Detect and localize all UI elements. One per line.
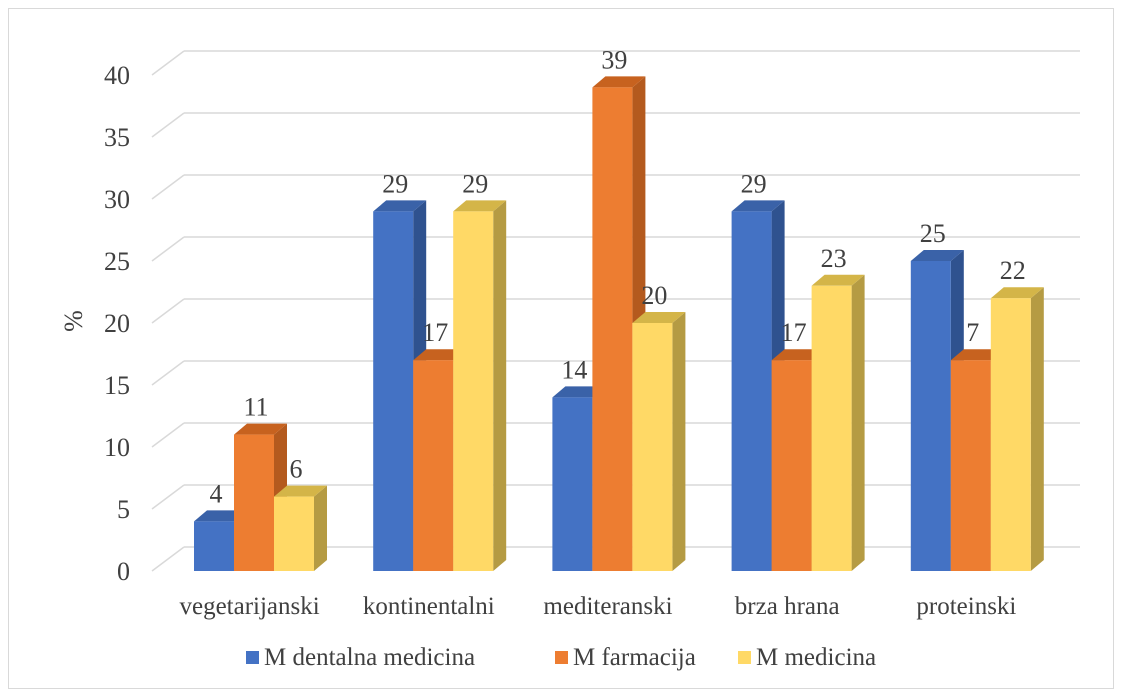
bar-side [1030, 287, 1044, 571]
bar [990, 298, 1031, 571]
y-tick-label: 0 [117, 557, 130, 586]
gridline-depth [151, 484, 185, 510]
x-tick-label: mediteranski [543, 593, 672, 620]
legend-swatch [738, 651, 751, 664]
bar-top [950, 349, 1004, 361]
x-tick-label: vegetarijanski [179, 593, 319, 620]
legend-swatch [246, 651, 259, 664]
y-tick-label: 25 [104, 247, 130, 276]
y-tick-label: 10 [104, 433, 130, 462]
y-tick-label: 15 [104, 371, 130, 400]
bar-top [731, 200, 785, 212]
legend-label: M medicina [756, 644, 876, 671]
bar [910, 261, 951, 571]
bar [552, 397, 593, 571]
data-label: 7 [966, 318, 979, 347]
bar-top [234, 423, 287, 435]
bar-top [592, 76, 646, 88]
bar-top [373, 200, 427, 212]
data-label: 4 [210, 479, 223, 508]
data-label: 14 [561, 355, 587, 384]
bar-side [493, 200, 507, 571]
legend-label: M farmacija [573, 644, 696, 671]
bar-side [314, 485, 327, 571]
bar [771, 360, 812, 571]
data-label: 17 [781, 318, 807, 347]
gridline-depth [151, 360, 185, 386]
data-label: 6 [290, 455, 303, 484]
gridline-depth [151, 236, 185, 262]
data-label: 23 [821, 244, 847, 273]
x-tick-label: proteinski [916, 593, 1016, 620]
gridline-depth [151, 546, 185, 572]
bar [453, 211, 494, 571]
bar-top [990, 287, 1044, 299]
legend-label: M dentalna medicina [264, 644, 475, 671]
bar [731, 211, 772, 571]
data-label: 29 [741, 169, 767, 198]
y-tick-label: 30 [104, 185, 130, 214]
bar [373, 211, 414, 571]
data-label: 17 [422, 318, 448, 347]
x-tick-label: kontinentalni [363, 593, 495, 620]
data-label: 29 [462, 169, 488, 198]
bar [632, 323, 673, 571]
y-tick-label: 35 [104, 123, 130, 152]
bar-top [274, 485, 327, 497]
gridline-depth [151, 50, 185, 76]
x-tick-label: brza hrana [735, 593, 840, 620]
bar-top [552, 386, 606, 398]
bar [413, 360, 454, 571]
bar-top [632, 312, 686, 323]
y-tick-label: 5 [117, 495, 130, 524]
bar [592, 87, 633, 572]
data-label: 22 [1000, 256, 1026, 285]
bar [274, 496, 314, 571]
gridline-depth [151, 422, 185, 448]
bar-top [910, 250, 964, 261]
bar [234, 434, 274, 571]
gridline-depth [151, 298, 185, 324]
y-tick-label: 20 [104, 309, 130, 338]
bar [811, 285, 852, 571]
bar-top [771, 349, 825, 361]
bar [194, 521, 234, 571]
bar-side [851, 274, 865, 571]
gridline-depth [151, 112, 185, 138]
y-axis-label: % [59, 310, 88, 332]
bar-top [453, 200, 507, 212]
bar-top [413, 349, 467, 361]
data-label: 39 [601, 45, 627, 74]
y-tick-label: 40 [104, 61, 130, 90]
gridline-depth [151, 174, 185, 200]
data-label: 29 [382, 169, 408, 198]
bar-top [194, 510, 247, 522]
bar-top [811, 274, 865, 286]
bar [950, 360, 991, 571]
data-label: 25 [920, 219, 946, 248]
data-label: 20 [641, 281, 667, 310]
bar-side [672, 312, 686, 571]
data-label: 11 [243, 393, 268, 422]
legend-swatch [555, 651, 568, 664]
